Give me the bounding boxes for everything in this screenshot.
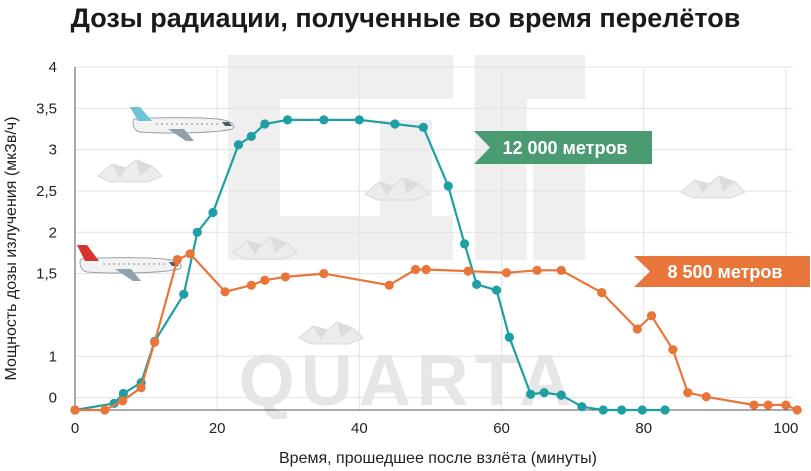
y-tick-label-1: 1 [49, 348, 57, 365]
data-point [532, 265, 542, 275]
data-point [598, 405, 608, 415]
data-point [539, 388, 549, 398]
data-point [556, 265, 566, 275]
data-point [526, 389, 536, 399]
data-point [319, 115, 329, 125]
data-point [118, 396, 128, 406]
badge-12000: 12 000 метров [474, 131, 652, 164]
data-point [246, 280, 256, 290]
data-point [100, 405, 110, 415]
chart-title: Дозы радиации, полученные во время перел… [70, 3, 741, 33]
data-point [749, 400, 759, 410]
watermark: QUARTA [228, 55, 585, 421]
badge-8500: 8 500 метров [634, 256, 810, 287]
y-tick-label-4: 2,5 [36, 183, 57, 200]
data-point [459, 239, 470, 249]
data-point [233, 140, 244, 150]
y-tick-label-5: 3 [49, 142, 57, 159]
data-point [179, 289, 189, 299]
data-point [781, 400, 791, 410]
y-tick-label-6: 3,5 [36, 100, 57, 117]
y-axis-title: Мощность дозы излучения (мкЗв/ч) [3, 117, 20, 381]
x-axis-title: Время, прошедшее после взлёта (минуты) [279, 450, 597, 467]
data-point [208, 207, 218, 218]
cloud-icon [97, 159, 163, 183]
data-point [220, 287, 230, 297]
data-point [617, 405, 627, 415]
data-point [384, 280, 394, 290]
data-point [192, 227, 202, 237]
data-point [646, 311, 657, 321]
data-point [136, 383, 146, 393]
data-point [472, 279, 482, 289]
data-point [556, 390, 566, 400]
data-point [246, 131, 256, 142]
data-point [280, 272, 291, 282]
badge-12000-label: 12 000 метров [502, 138, 627, 158]
y-tick-label-0: 0 [49, 390, 57, 407]
cloud-icon [680, 175, 746, 199]
data-point [504, 332, 514, 342]
cloud-icon [364, 177, 430, 201]
badges: 12 000 метров 8 500 метров [474, 131, 810, 287]
data-point [683, 388, 693, 398]
y-tick-label-7: 4 [49, 59, 57, 76]
badge-8500-label: 8 500 метров [667, 262, 782, 282]
axes: 0 20 40 60 80 100 0 1 1,5 2 2,5 3 3,5 4 Время, прошедш… [3, 59, 798, 467]
series [70, 115, 802, 415]
data-point [410, 264, 421, 275]
data-point [319, 269, 329, 279]
data-point [260, 119, 270, 129]
airplanes [77, 107, 235, 281]
data-point [501, 268, 512, 278]
data-point [354, 115, 364, 125]
data-point [491, 285, 502, 295]
airplane-white-icon [130, 107, 235, 141]
airplane-red-icon [77, 245, 182, 281]
data-point [577, 402, 587, 412]
data-point [282, 115, 293, 125]
x-tick-label-0: 0 [71, 420, 79, 437]
data-point [668, 345, 678, 355]
data-point [597, 288, 607, 298]
data-point [260, 275, 270, 285]
data-point [70, 405, 80, 415]
data-point [421, 264, 431, 275]
data-point [150, 337, 160, 347]
data-point [118, 388, 128, 399]
x-tick-label-2: 40 [351, 420, 368, 437]
x-tick-label-4: 80 [635, 420, 652, 437]
data-point [763, 400, 773, 410]
data-point [418, 122, 428, 132]
data-point [792, 405, 802, 415]
clouds [97, 159, 746, 345]
data-point [443, 181, 453, 191]
cloud-icon [232, 236, 298, 260]
series-1 [70, 249, 802, 415]
x-tick-label-3: 60 [493, 420, 510, 437]
y-tick-label-2: 1,5 [36, 266, 57, 283]
data-point [632, 324, 642, 334]
cloud-icon [298, 321, 364, 345]
data-point [463, 266, 473, 276]
data-point [185, 249, 195, 259]
x-tick-label-5: 100 [773, 420, 798, 437]
data-point [390, 119, 400, 129]
data-point [660, 405, 670, 415]
data-point [701, 392, 711, 402]
y-tick-label-3: 2 [49, 224, 57, 241]
data-point [172, 254, 182, 265]
data-point [637, 405, 647, 415]
x-tick-label-1: 20 [209, 420, 226, 437]
